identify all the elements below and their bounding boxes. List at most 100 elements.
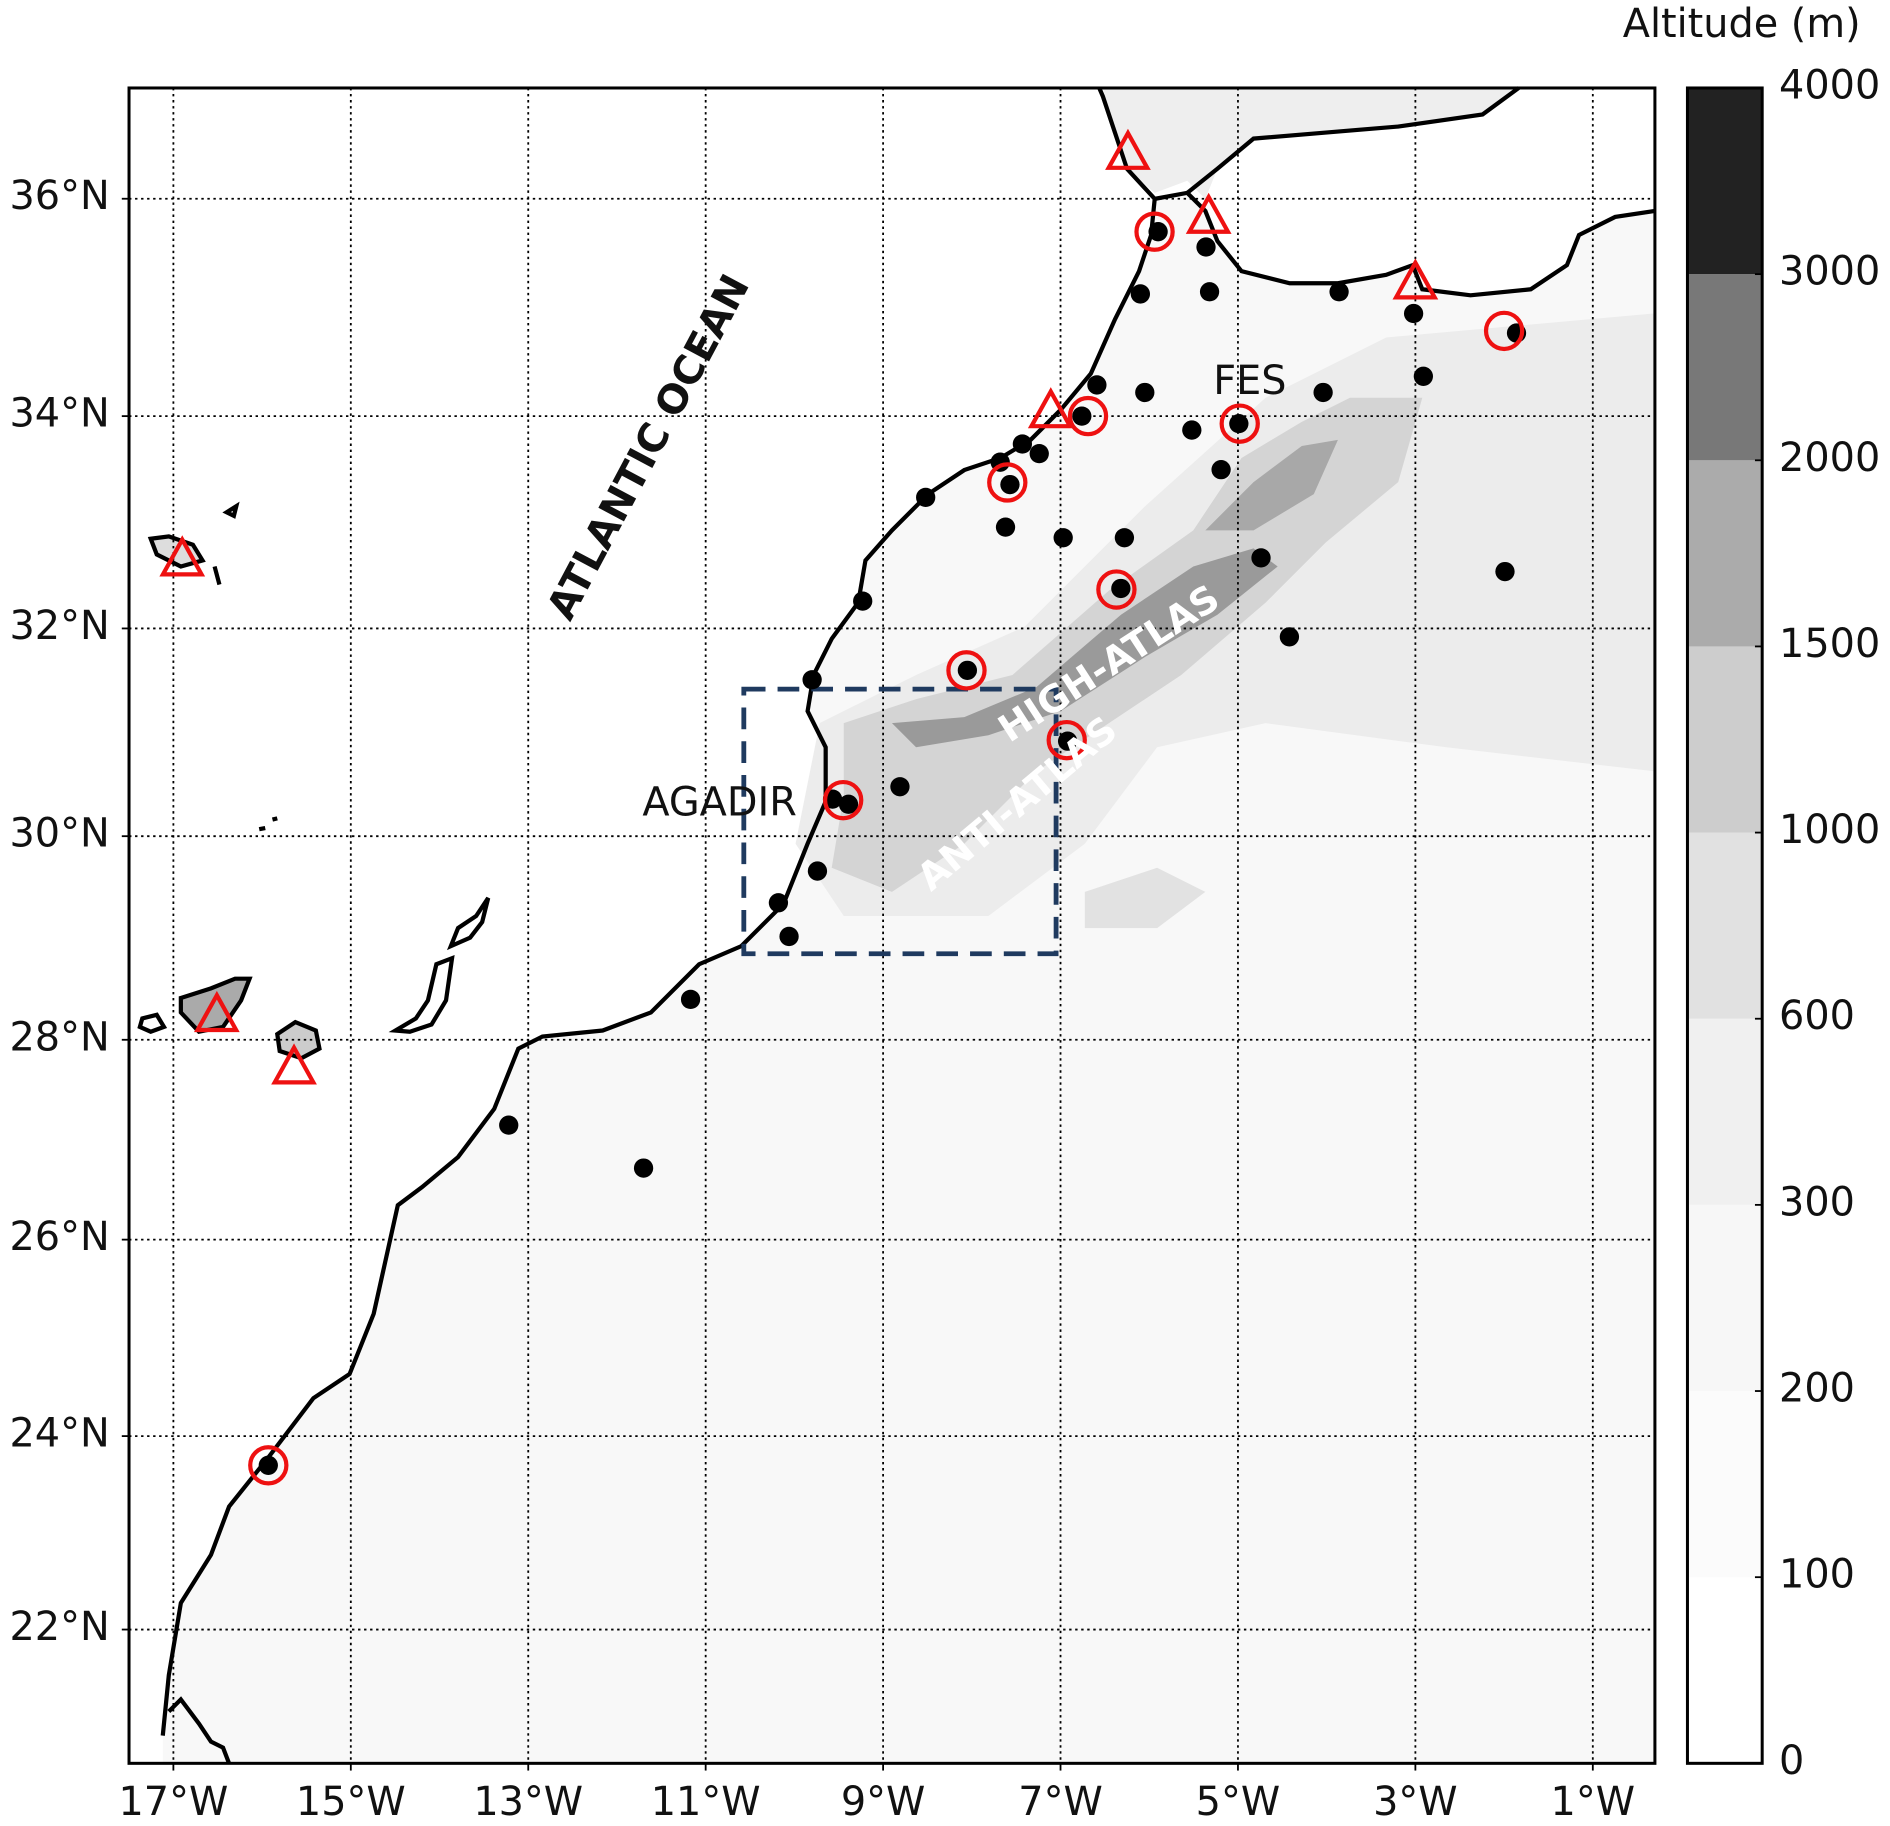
island	[212, 501, 240, 586]
station	[779, 926, 799, 947]
station	[1413, 366, 1434, 386]
colorbar: 0 100 200 300 600 1000 1500 2000 3000 4000	[1685, 62, 1880, 1784]
station	[1313, 382, 1333, 403]
city-label: AGADIR	[642, 780, 797, 826]
station	[1057, 731, 1078, 751]
colorbar-tick-label: 600	[1779, 993, 1855, 1039]
island	[178, 976, 253, 1035]
colorbar-tick-label: 4000	[1779, 62, 1880, 108]
station	[1130, 284, 1151, 304]
colorbar-tick-label: 100	[1779, 1552, 1855, 1598]
station-triangle	[1027, 387, 1074, 429]
city-label: FES	[1213, 358, 1286, 404]
y-tick-label: 28°N	[10, 1014, 110, 1060]
station-circle	[946, 650, 987, 691]
station	[680, 989, 701, 1010]
station	[1495, 561, 1515, 582]
island	[388, 954, 455, 1034]
x-tick-label: 5°W	[1196, 1779, 1281, 1825]
station	[890, 777, 910, 797]
x-tick-label: 9°W	[841, 1779, 926, 1825]
station-circle	[1219, 403, 1260, 444]
station	[633, 1158, 654, 1178]
station-circle	[822, 779, 864, 821]
station-circle	[248, 1445, 289, 1486]
station	[1182, 420, 1202, 440]
colorbar-segment	[1687, 1018, 1763, 1205]
station	[1114, 528, 1135, 548]
coast	[1154, 190, 1656, 298]
station	[1000, 474, 1020, 495]
frame	[127, 86, 1657, 1765]
station	[802, 670, 822, 690]
colorbar-tick-label: 3000	[1779, 249, 1880, 295]
colorbar-segment	[1687, 87, 1763, 275]
y-tick-label: 36°N	[10, 173, 110, 219]
colorbar-frame	[1685, 86, 1764, 1765]
colorbar-segment	[1687, 832, 1763, 1019]
station	[1072, 406, 1092, 426]
x-tick-label: 13°W	[473, 1779, 583, 1825]
y-tick-label: 24°N	[10, 1411, 110, 1457]
colorbar-tick-label: 0	[1779, 1738, 1804, 1784]
high-peaks	[891, 548, 1278, 748]
y-tick-label: 26°N	[10, 1214, 110, 1260]
station	[1329, 282, 1349, 302]
y-tick-label: 22°N	[10, 1604, 110, 1650]
station	[499, 1115, 519, 1135]
station	[1111, 578, 1131, 599]
station	[1229, 413, 1249, 434]
colorbar-segment	[1687, 1204, 1763, 1392]
colorbar-segment	[1687, 646, 1763, 833]
high-peaks	[1205, 439, 1338, 531]
station-circle	[1067, 395, 1109, 437]
station	[1196, 237, 1216, 257]
colorbar-segment	[1687, 274, 1763, 461]
overlay	[159, 128, 1527, 1486]
coast	[167, 1696, 232, 1765]
station-triangle	[1392, 258, 1439, 300]
station	[1135, 382, 1155, 403]
grid	[121, 87, 1655, 1771]
x-tick-label: 1°W	[1551, 1779, 1636, 1825]
colorbar-segment	[1687, 460, 1763, 647]
x-tick-label: 15°W	[296, 1779, 406, 1825]
colorbar-segment	[1687, 1391, 1763, 1578]
station-circle	[987, 462, 1028, 503]
colorbar-tick-label: 1000	[1779, 807, 1880, 853]
station-triangle	[193, 990, 240, 1033]
station	[1403, 303, 1424, 324]
island	[446, 896, 491, 951]
y-tick-label: 34°N	[10, 391, 110, 437]
station	[995, 517, 1016, 537]
colorbar-tick-label: 300	[1779, 1179, 1855, 1225]
island	[258, 816, 278, 832]
station-circle	[1483, 310, 1525, 352]
station-triangle	[1105, 128, 1151, 170]
x-tick-label: 17°W	[118, 1779, 228, 1825]
colorbar-tick-label: 1500	[1779, 621, 1880, 667]
coast	[1185, 86, 1520, 195]
y-tick-label: 30°N	[10, 811, 110, 857]
station-triangle	[1185, 192, 1232, 234]
station	[853, 591, 873, 611]
station-circle	[1134, 211, 1175, 252]
station-triangle	[271, 1043, 317, 1085]
station	[1053, 528, 1073, 548]
terrain	[162, 87, 1655, 1764]
station-circle	[1096, 569, 1137, 610]
station	[1199, 282, 1220, 302]
island	[137, 1012, 168, 1034]
station	[768, 893, 789, 913]
station	[258, 1455, 278, 1475]
station	[957, 660, 978, 680]
station	[1087, 375, 1107, 395]
spain-land	[1102, 87, 1519, 199]
colorbar-tick-label: 2000	[1779, 435, 1880, 481]
study-box	[741, 686, 1059, 957]
colorbar-tick-label: 200	[1779, 1366, 1855, 1412]
x-tick-label: 3°W	[1373, 1779, 1458, 1825]
station	[838, 794, 859, 814]
y-tick-label: 32°N	[10, 603, 110, 649]
